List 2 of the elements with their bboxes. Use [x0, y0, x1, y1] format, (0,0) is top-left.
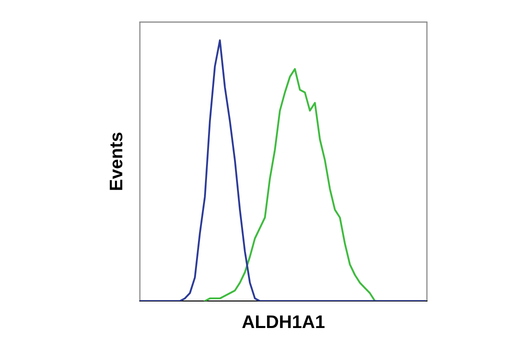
y-axis-title: Events: [110, 132, 122, 190]
x-axis-title: ALDH1A1: [242, 316, 325, 328]
